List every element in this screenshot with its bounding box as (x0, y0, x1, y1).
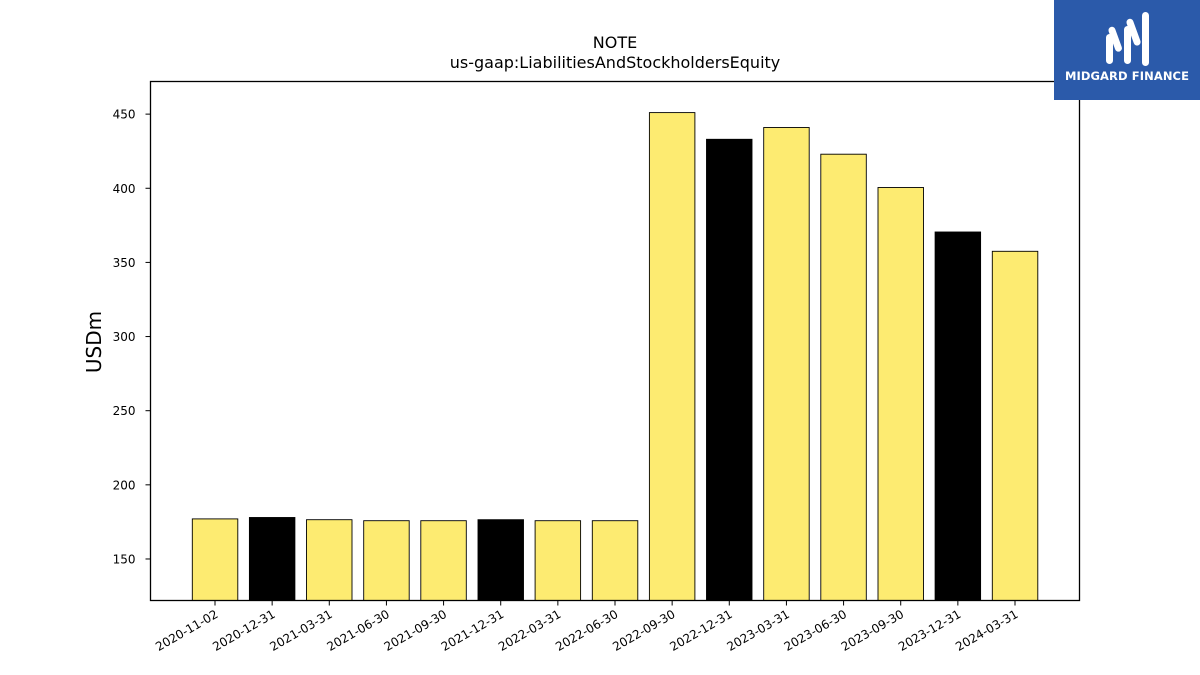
plot-frame (149, 80, 1081, 602)
bar-2020-11-02 (191, 518, 239, 601)
chart-subtitle: us-gaap:LiabilitiesAndStockholdersEquity (450, 53, 781, 72)
y-axis-label: USDm (82, 311, 106, 373)
y-tick-label: 350 (113, 256, 136, 270)
y-tick-label: 400 (113, 182, 136, 196)
midgard-m-logo-icon (1106, 12, 1149, 66)
x-tick-label: 2023-12-31 (896, 607, 963, 654)
bar-2023-06-30 (820, 153, 867, 601)
bars-group (191, 112, 1039, 601)
chart-title: NOTE (593, 33, 637, 52)
y-tick-label: 300 (113, 330, 136, 344)
bar-2023-12-31 (934, 231, 982, 601)
x-ticks-group: 2020-11-022020-12-312021-03-312021-06-30… (153, 600, 1021, 654)
x-tick-label: 2021-03-31 (267, 607, 334, 654)
bar-2023-09-30 (877, 187, 924, 601)
x-tick-label: 2022-06-30 (553, 607, 620, 654)
x-tick-label: 2022-12-31 (667, 607, 734, 654)
bar-2023-03-31 (763, 127, 810, 601)
x-tick-label: 2023-06-30 (782, 607, 849, 654)
x-tick-label: 2022-09-30 (610, 607, 677, 654)
x-tick-label: 2020-12-31 (210, 607, 277, 654)
y-tick-label: 150 (113, 552, 136, 566)
bar-2021-12-31 (477, 519, 524, 601)
bar-2022-12-31 (706, 138, 753, 601)
x-tick-label: 2021-12-31 (439, 607, 506, 654)
x-tick-label: 2020-11-02 (153, 607, 220, 654)
bar-2021-03-31 (306, 519, 353, 601)
bar-2022-03-31 (534, 520, 582, 601)
bar-2022-09-30 (648, 112, 696, 601)
bar-2021-09-30 (420, 520, 467, 601)
bar-2021-06-30 (363, 520, 410, 601)
x-tick-label: 2024-03-31 (953, 607, 1020, 654)
y-tick-label: 450 (113, 108, 136, 122)
bar-2020-12-31 (248, 517, 296, 601)
midgard-finance-logo: MIDGARD FINANCE (1054, 0, 1200, 100)
x-tick-label: 2023-09-30 (839, 607, 906, 654)
bar-2022-06-30 (591, 520, 639, 601)
x-tick-label: 2021-06-30 (325, 607, 392, 654)
logo-text: MIDGARD FINANCE (1064, 69, 1190, 83)
x-tick-label: 2022-03-31 (496, 607, 563, 654)
y-tick-label: 200 (113, 478, 136, 492)
x-tick-label: 2023-03-31 (725, 607, 792, 654)
bar-2024-03-31 (991, 250, 1039, 601)
y-ticks-group: 150 200 250 300 350 400 450 (113, 108, 151, 566)
y-tick-label: 250 (113, 404, 136, 418)
x-tick-label: 2021-09-30 (382, 607, 449, 654)
